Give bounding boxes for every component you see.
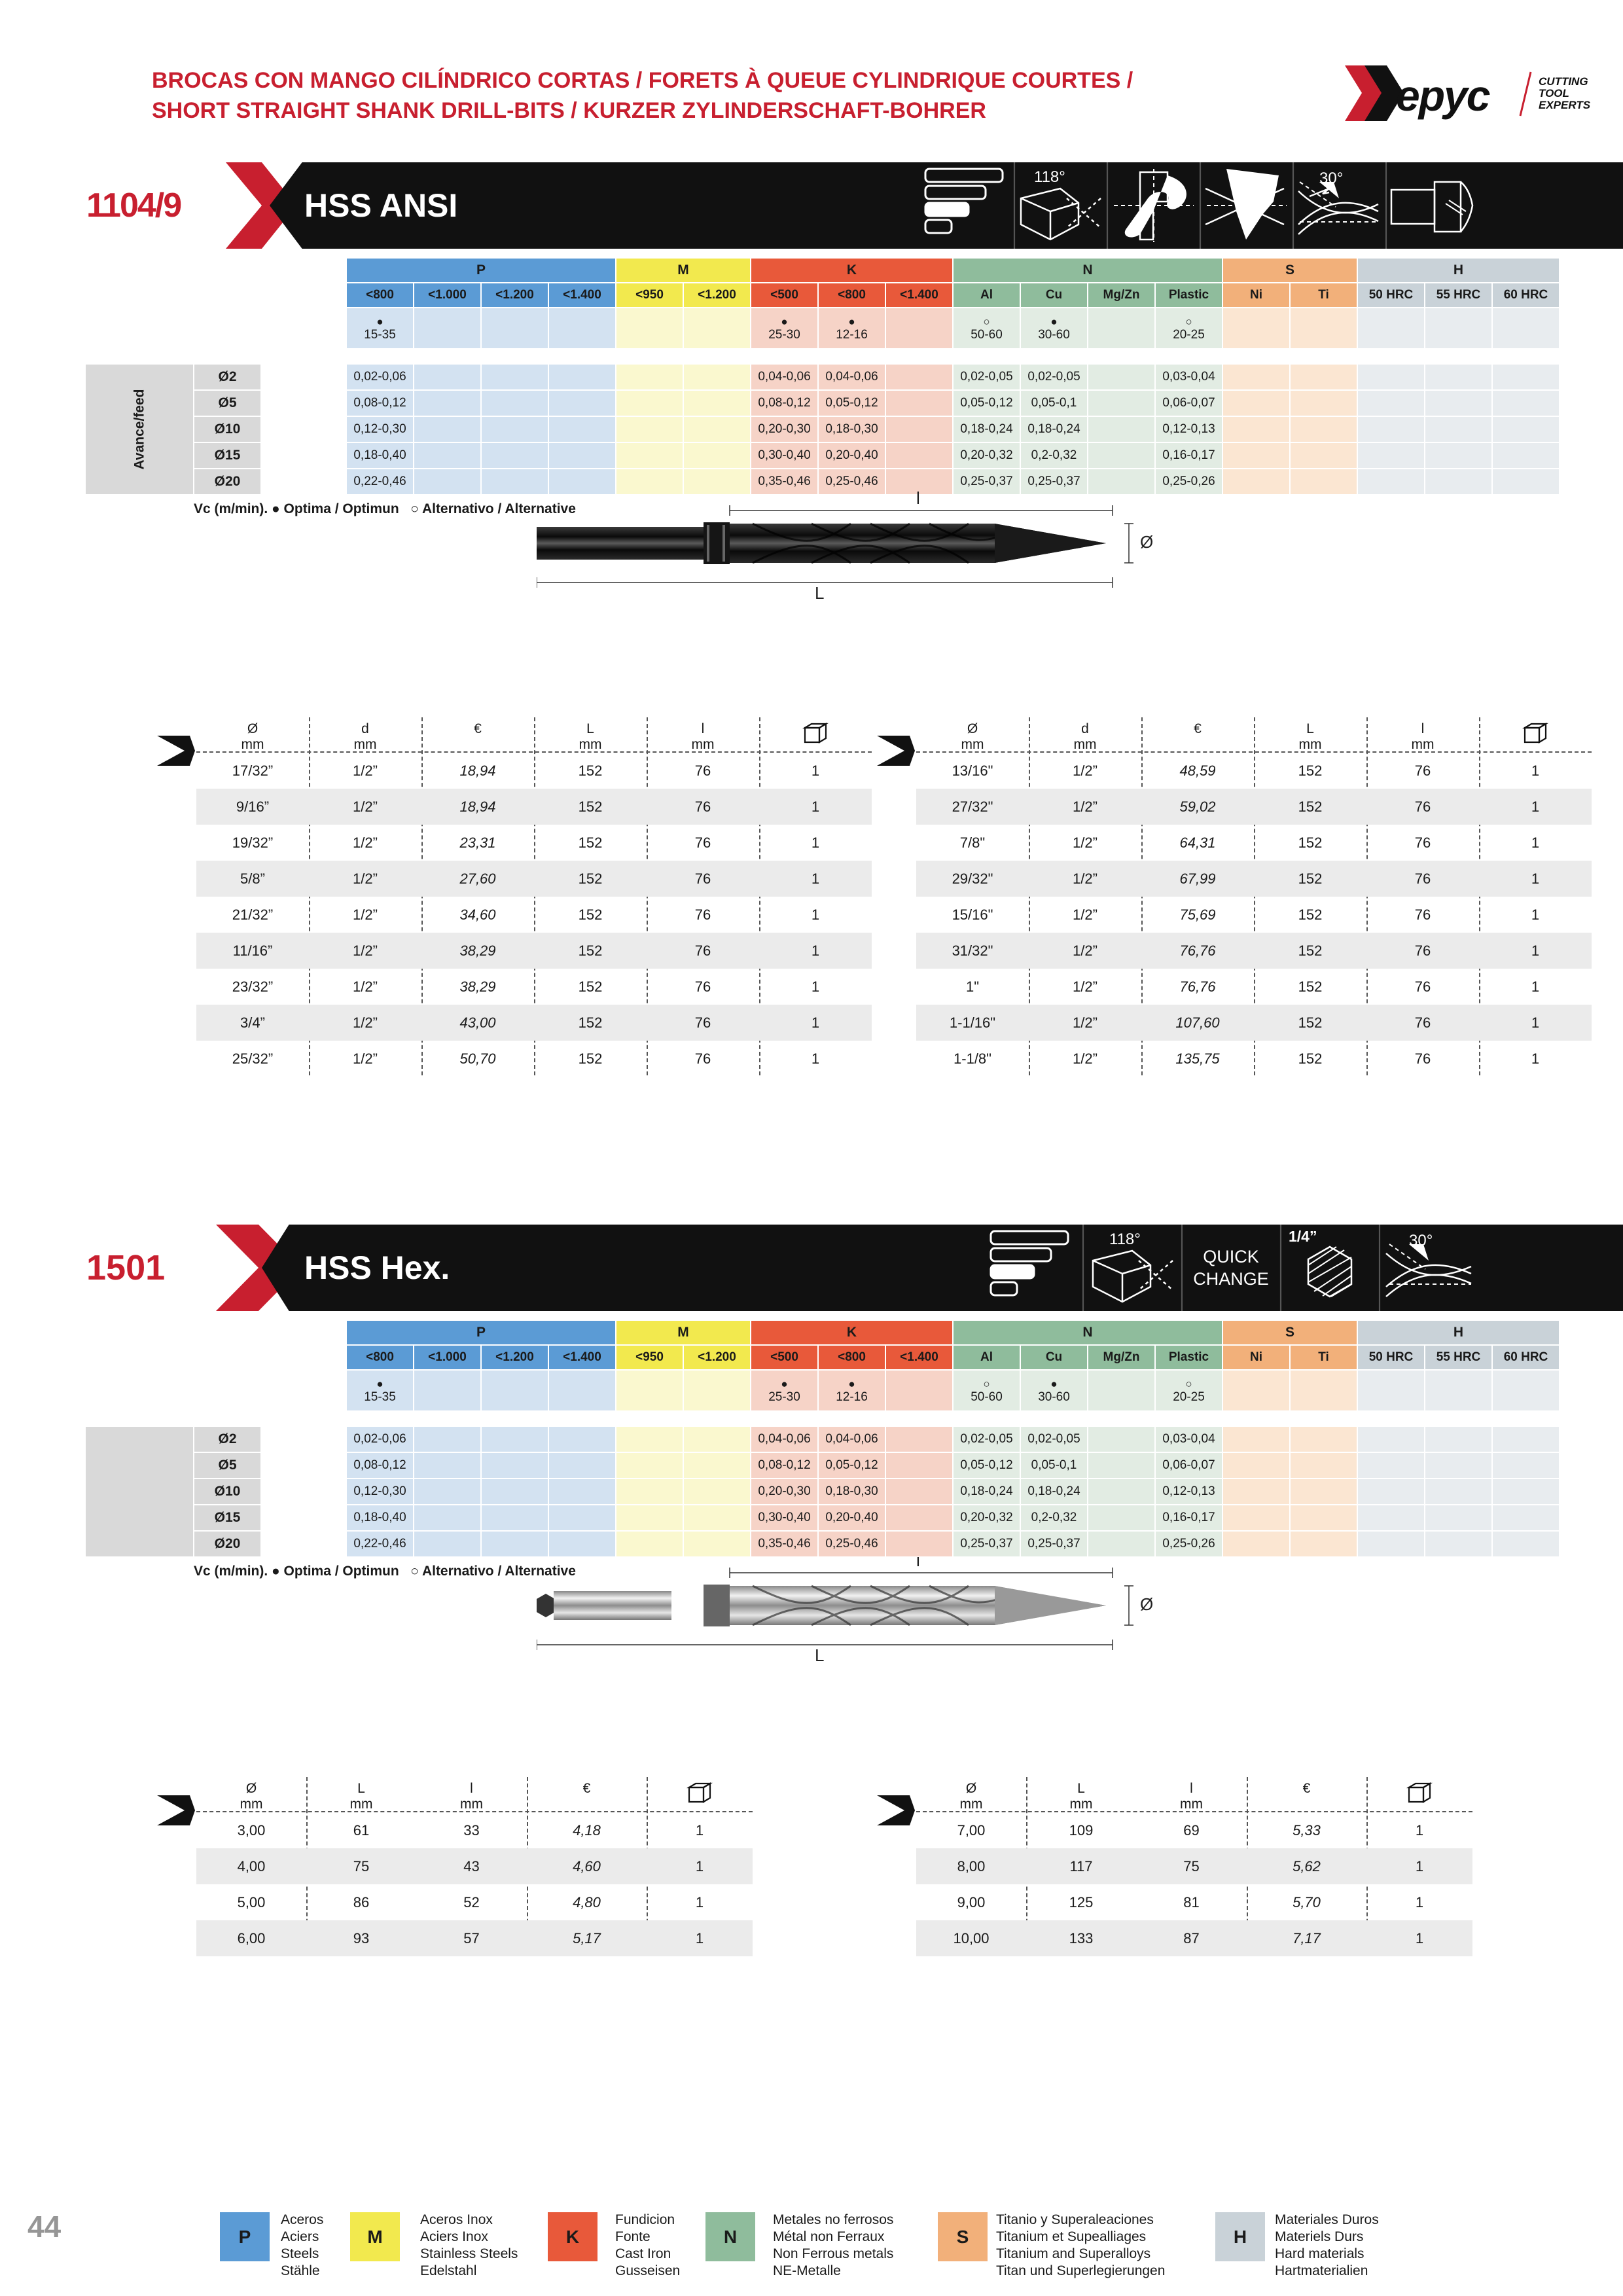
svg-text:118°: 118° [1034, 168, 1065, 186]
svg-text:1/4”: 1/4” [1289, 1228, 1317, 1245]
svg-text:CHANGE: CHANGE [1193, 1269, 1269, 1289]
svg-text:L: L [815, 1645, 824, 1665]
svg-text:L: L [815, 583, 824, 603]
svg-text:Ø: Ø [1140, 1594, 1153, 1614]
svg-text:l: l [916, 488, 920, 508]
svg-text:CUTTING: CUTTING [1539, 75, 1588, 88]
svg-text:epyc: epyc [1396, 71, 1490, 120]
svg-text:EXPERTS: EXPERTS [1539, 99, 1591, 111]
svg-text:TOOL: TOOL [1539, 87, 1569, 99]
svg-text:Ø: Ø [1140, 532, 1153, 552]
svg-text:QUICK: QUICK [1203, 1247, 1259, 1266]
svg-text:118°: 118° [1109, 1230, 1141, 1248]
